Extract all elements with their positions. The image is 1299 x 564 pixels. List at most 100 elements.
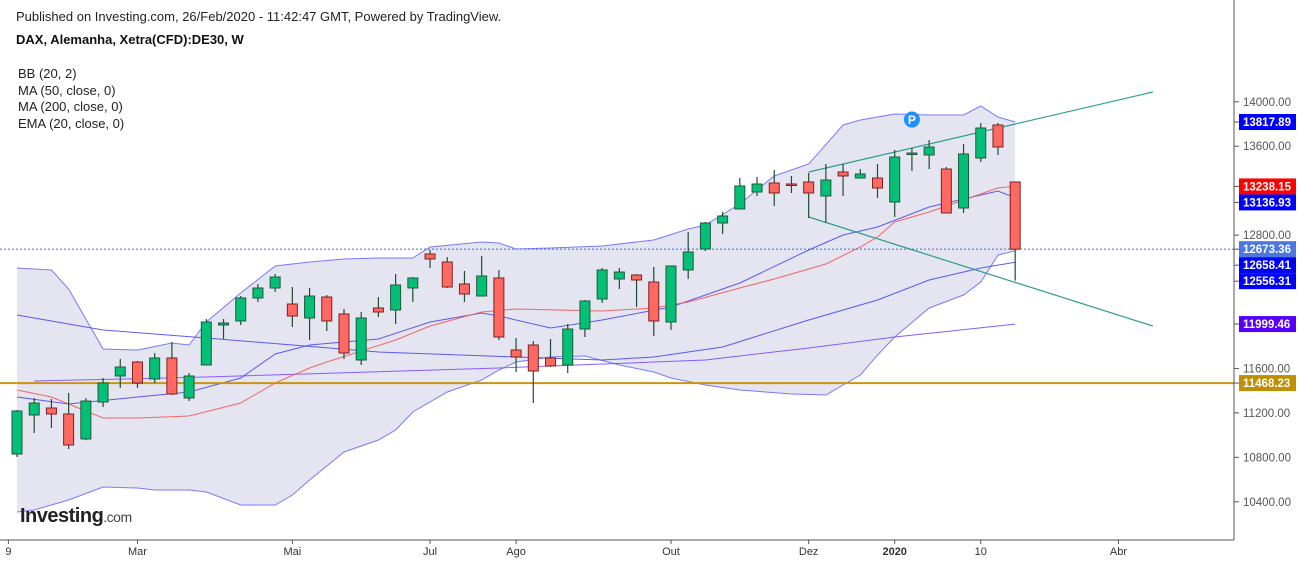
candle[interactable] [114, 359, 126, 388]
candle[interactable] [631, 274, 643, 307]
candle[interactable] [200, 319, 212, 366]
candle[interactable] [493, 270, 505, 340]
candle[interactable] [11, 410, 23, 457]
candle[interactable] [958, 144, 970, 213]
candle[interactable] [321, 295, 333, 331]
candle[interactable] [837, 164, 849, 196]
candle[interactable] [992, 123, 1004, 155]
x-tick-label: Out [662, 546, 680, 558]
candle[interactable] [613, 268, 625, 289]
candle[interactable] [28, 398, 40, 433]
y-tick-label: 10400.00 [1243, 497, 1291, 509]
candle[interactable] [889, 150, 901, 217]
candle[interactable] [803, 173, 815, 218]
candle[interactable] [131, 361, 143, 388]
x-tick-label: Ago [506, 546, 526, 558]
legend-ma50[interactable]: MA (50, close, 0) [18, 82, 116, 98]
candle-body-up [751, 183, 763, 193]
candle-body-down [493, 277, 505, 338]
legend-bb[interactable]: BB (20, 2) [18, 66, 77, 81]
legend-ema20[interactable]: EMA (20, close, 0) [18, 116, 125, 132]
candle-body-up [355, 317, 367, 361]
candle-body-up [11, 410, 23, 455]
candle[interactable] [338, 309, 350, 359]
ma50-line [16, 261, 1016, 361]
price-tag [1239, 375, 1296, 392]
legend-ma200[interactable]: MA (200, close, 0) [18, 99, 123, 115]
price-tag-label: 11999.46 [1243, 319, 1290, 331]
candle[interactable] [80, 398, 92, 441]
candle[interactable] [527, 341, 539, 403]
candle-body-up [114, 366, 126, 377]
candle[interactable] [441, 257, 453, 288]
candle[interactable] [166, 342, 178, 396]
candle[interactable] [734, 178, 746, 210]
price-tag [1239, 241, 1296, 258]
candle[interactable] [458, 271, 470, 302]
candle[interactable] [149, 353, 161, 383]
x-tick-label: Mar [128, 546, 147, 558]
price-tag [1239, 257, 1296, 274]
candle[interactable] [665, 265, 677, 330]
y-tick-label: 11600.00 [1243, 363, 1290, 375]
candle[interactable] [235, 296, 247, 325]
price-tag [1239, 178, 1296, 195]
candle[interactable] [768, 170, 780, 206]
candle[interactable] [183, 373, 195, 401]
candle[interactable] [63, 393, 75, 449]
candle[interactable] [1009, 181, 1021, 281]
y-tick-label: 12800.00 [1243, 230, 1291, 242]
candle[interactable] [45, 399, 57, 428]
candle[interactable] [682, 232, 694, 279]
candle[interactable] [596, 268, 608, 303]
candle[interactable] [218, 319, 230, 339]
candle[interactable] [699, 222, 711, 251]
candle[interactable] [286, 287, 298, 327]
candle-body-down [424, 253, 436, 260]
candle[interactable] [252, 284, 264, 302]
candle-body-down [768, 182, 780, 194]
price-tag-label: 11468.23 [1243, 378, 1290, 390]
candle-body-up [390, 284, 402, 311]
candle-body-down [321, 296, 333, 322]
candle-body-up [200, 321, 212, 366]
candle[interactable] [820, 164, 832, 223]
candle[interactable] [424, 250, 436, 268]
candle[interactable] [923, 140, 935, 169]
candle[interactable] [872, 164, 883, 198]
candle-body-down [131, 361, 143, 384]
x-tick-label: 2020 [882, 546, 906, 558]
candle[interactable] [975, 123, 987, 162]
candle-body-down [992, 124, 1004, 148]
candle[interactable] [854, 169, 866, 179]
candle-body-up [304, 295, 316, 319]
candle-body-up [820, 179, 832, 197]
x-tick-label: Abr [1110, 546, 1127, 558]
candle[interactable] [304, 288, 316, 340]
x-tick-label: Mai [283, 546, 301, 558]
candle[interactable] [751, 177, 763, 196]
candle[interactable] [545, 339, 557, 367]
candle[interactable] [717, 212, 729, 234]
candle[interactable] [510, 338, 522, 372]
candle[interactable] [476, 256, 488, 297]
y-tick-label: 14000.00 [1243, 97, 1291, 109]
candle[interactable] [906, 148, 918, 171]
candle[interactable] [579, 300, 591, 337]
candle[interactable] [648, 267, 660, 336]
candle[interactable] [785, 176, 797, 193]
y-tick-label: 13600.00 [1243, 141, 1291, 153]
candle-body-down [63, 413, 75, 446]
candle-body-up [906, 152, 918, 155]
candle-body-up [854, 173, 866, 179]
candle[interactable] [940, 167, 952, 214]
candle[interactable] [97, 378, 109, 407]
candle[interactable] [407, 277, 419, 302]
price-tag-label: 13136.93 [1243, 197, 1291, 209]
candle[interactable] [372, 297, 384, 317]
candle[interactable] [390, 274, 402, 324]
candle[interactable] [355, 312, 367, 365]
candle[interactable] [269, 274, 281, 292]
candle[interactable] [562, 324, 574, 373]
